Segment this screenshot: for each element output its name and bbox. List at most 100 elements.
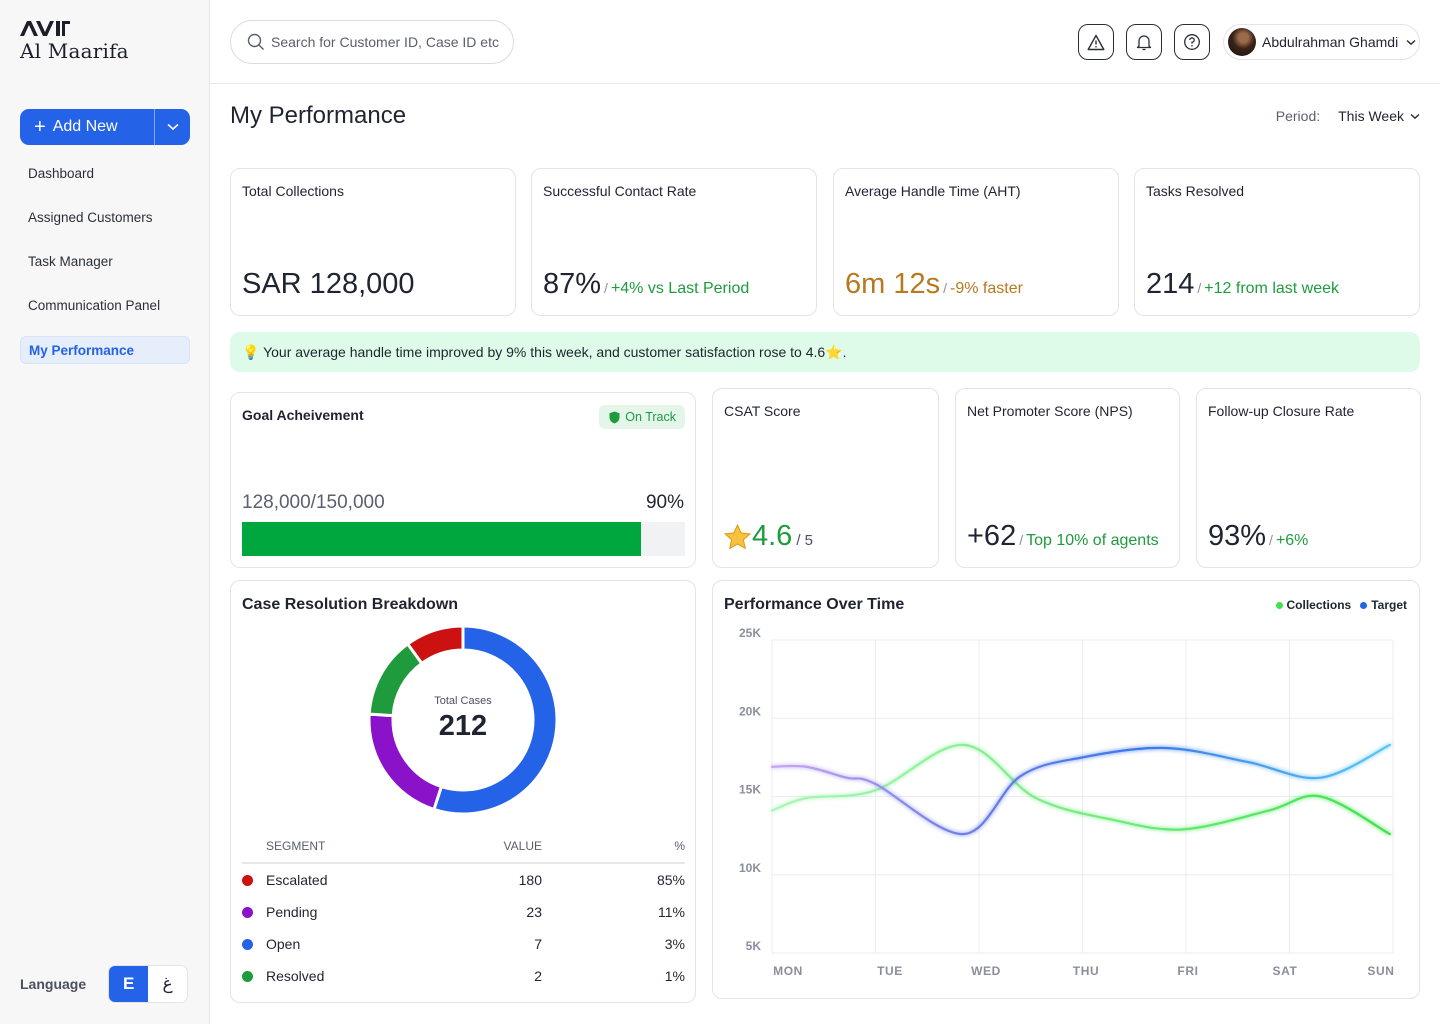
- plus-icon: +: [34, 116, 46, 138]
- x-tick-label: MON: [773, 964, 803, 978]
- segment-cell: Pending: [242, 904, 442, 920]
- x-tick-label: SAT: [1273, 964, 1298, 978]
- x-tick-label: TUE: [877, 964, 903, 978]
- period-selector: Period: This Week: [1276, 108, 1420, 124]
- donut-center: Total Cases 212: [395, 695, 531, 743]
- language-option-arabic[interactable]: غ: [162, 974, 173, 993]
- column-header-segment: SEGMENT: [266, 839, 326, 853]
- sidebar-item-dashboard[interactable]: Dashboard: [28, 166, 95, 181]
- line-chart: 25K 20K 15K 10K 5K MON TUE WED THU FRI SAT SUN: [739, 626, 1394, 978]
- sidebar: Al Maarifa + Add New Dashboard Assigned …: [0, 0, 210, 1024]
- table-header: SEGMENT VALUE %: [242, 839, 685, 864]
- legend-item-collections[interactable]: Collections: [1275, 598, 1351, 612]
- breakdown-table: SEGMENT VALUE % Escalated 180 85% Pendin…: [242, 839, 685, 992]
- x-tick-label: WED: [971, 964, 1001, 978]
- kpi-label: Tasks Resolved: [1146, 183, 1245, 199]
- add-new-main[interactable]: + Add New: [20, 109, 154, 145]
- kpi-value: 214: [1146, 268, 1195, 300]
- kpi-value-row: SAR 128,000: [242, 268, 415, 301]
- goal-ratio: 128,000/150,000: [242, 492, 385, 513]
- metric-value-row: 4.6 / 5: [724, 520, 816, 553]
- legend-dot: [242, 970, 253, 982]
- kpi-value: 87%: [543, 268, 602, 300]
- kpi-label: Total Collections: [242, 183, 344, 199]
- metric-suffix: / 5: [796, 532, 814, 549]
- goal-progress-bar: [242, 522, 685, 556]
- goal-title: Goal Acheivement: [242, 407, 364, 423]
- y-tick-label: 20K: [739, 704, 761, 718]
- kpi-value-row: 6m 12s / -9% faster: [845, 268, 1023, 301]
- y-tick-label: 15K: [739, 783, 761, 797]
- notifications-button[interactable]: [1126, 24, 1162, 60]
- legend-dot: [242, 906, 253, 918]
- metric-card-followup: Follow-up Closure Rate 93% / +6%: [1196, 388, 1421, 568]
- segment-value: 7: [534, 936, 542, 952]
- period-value: This Week: [1338, 108, 1404, 124]
- kpi-separator: /: [1197, 280, 1202, 296]
- legend-dot: [1275, 601, 1283, 609]
- metric-label: Net Promoter Score (NPS): [967, 403, 1133, 419]
- language-option-english[interactable]: E: [109, 966, 149, 1002]
- series-line-target[interactable]: [770, 743, 1391, 836]
- avatar: [1228, 28, 1256, 56]
- segment-percent: 3%: [664, 936, 685, 952]
- kpi-card-contact-rate: Successful Contact Rate 87% / +4% vs Las…: [531, 168, 817, 316]
- y-tick-label: 10K: [739, 861, 761, 875]
- kpi-value-row: 87% / +4% vs Last Period: [543, 268, 749, 301]
- help-button[interactable]: [1174, 24, 1210, 60]
- sidebar-item-my-performance[interactable]: My Performance: [20, 336, 190, 364]
- metric-value-row: +62 / Top 10% of agents: [967, 520, 1159, 553]
- status-badge-label: On Track: [625, 410, 676, 424]
- star-icon: [724, 523, 751, 549]
- language-toggle: E غ: [108, 965, 189, 1003]
- kpi-card-total-collections: Total Collections SAR 128,000: [230, 168, 516, 316]
- metric-value: 4.6: [752, 520, 793, 552]
- search-input[interactable]: [271, 34, 506, 50]
- x-tick-label: FRI: [1177, 964, 1198, 978]
- x-tick-label: THU: [1073, 964, 1099, 978]
- legend-item-target[interactable]: Target: [1360, 598, 1407, 612]
- kpi-card-aht: Average Handle Time (AHT) 6m 12s / -9% f…: [833, 168, 1119, 316]
- page-title: My Performance: [230, 102, 407, 129]
- table-row: Pending 23 11%: [242, 896, 685, 928]
- donut-center-value: 212: [438, 710, 488, 742]
- column-header-value: VALUE: [503, 839, 542, 853]
- kpi-separator: /: [604, 280, 608, 296]
- brand-logo[interactable]: Al Maarifa: [20, 20, 129, 63]
- series-line-collections[interactable]: [770, 743, 1391, 836]
- sidebar-item-task-manager[interactable]: Task Manager: [28, 254, 113, 269]
- language-selector: Language E غ: [20, 965, 189, 1003]
- alert-button[interactable]: [1078, 24, 1114, 60]
- add-new-button[interactable]: + Add New: [20, 109, 190, 145]
- insight-banner: 💡 Your average handle time improved by 9…: [230, 332, 1420, 372]
- kpi-label: Average Handle Time (AHT): [845, 183, 1021, 199]
- segment-name: Open: [266, 936, 301, 952]
- legend-dot: [242, 874, 253, 886]
- segment-percent: 1%: [664, 968, 685, 984]
- segment-value: 180: [518, 872, 542, 888]
- brand-mark-icon: [20, 21, 70, 36]
- segment-cell: Open: [242, 936, 442, 952]
- donut-chart: [368, 625, 558, 815]
- search-bar[interactable]: [230, 20, 514, 64]
- segment-cell: Escalated: [242, 872, 442, 888]
- metric-suffix: Top 10% of agents: [1026, 532, 1159, 549]
- user-menu[interactable]: Abdulrahman Ghamdi: [1223, 24, 1420, 60]
- brand-name: Al Maarifa: [20, 39, 129, 63]
- goal-card: Goal Acheivement On Track 128,000/150,00…: [230, 392, 696, 568]
- donut-slice-open[interactable]: [432, 625, 558, 815]
- help-icon: [1184, 34, 1200, 50]
- kpi-value: SAR 128,000: [242, 268, 415, 300]
- kpi-delta: +12 from last week: [1204, 280, 1340, 297]
- sidebar-item-assigned-customers[interactable]: Assigned Customers: [28, 210, 153, 225]
- chevron-down-icon: [1410, 113, 1420, 119]
- warning-icon: [1087, 34, 1105, 50]
- kpi-value-row: 214 / +12 from last week: [1146, 268, 1339, 301]
- period-dropdown[interactable]: This Week: [1338, 108, 1420, 124]
- add-new-dropdown-toggle[interactable]: [154, 109, 190, 145]
- goal-progress-fill: [242, 522, 641, 556]
- donut-slice-escalated[interactable]: [405, 625, 465, 666]
- legend-dot: [242, 938, 253, 950]
- sidebar-item-communication-panel[interactable]: Communication Panel: [28, 298, 161, 313]
- metric-card-nps: Net Promoter Score (NPS) +62 / Top 10% o…: [955, 388, 1180, 568]
